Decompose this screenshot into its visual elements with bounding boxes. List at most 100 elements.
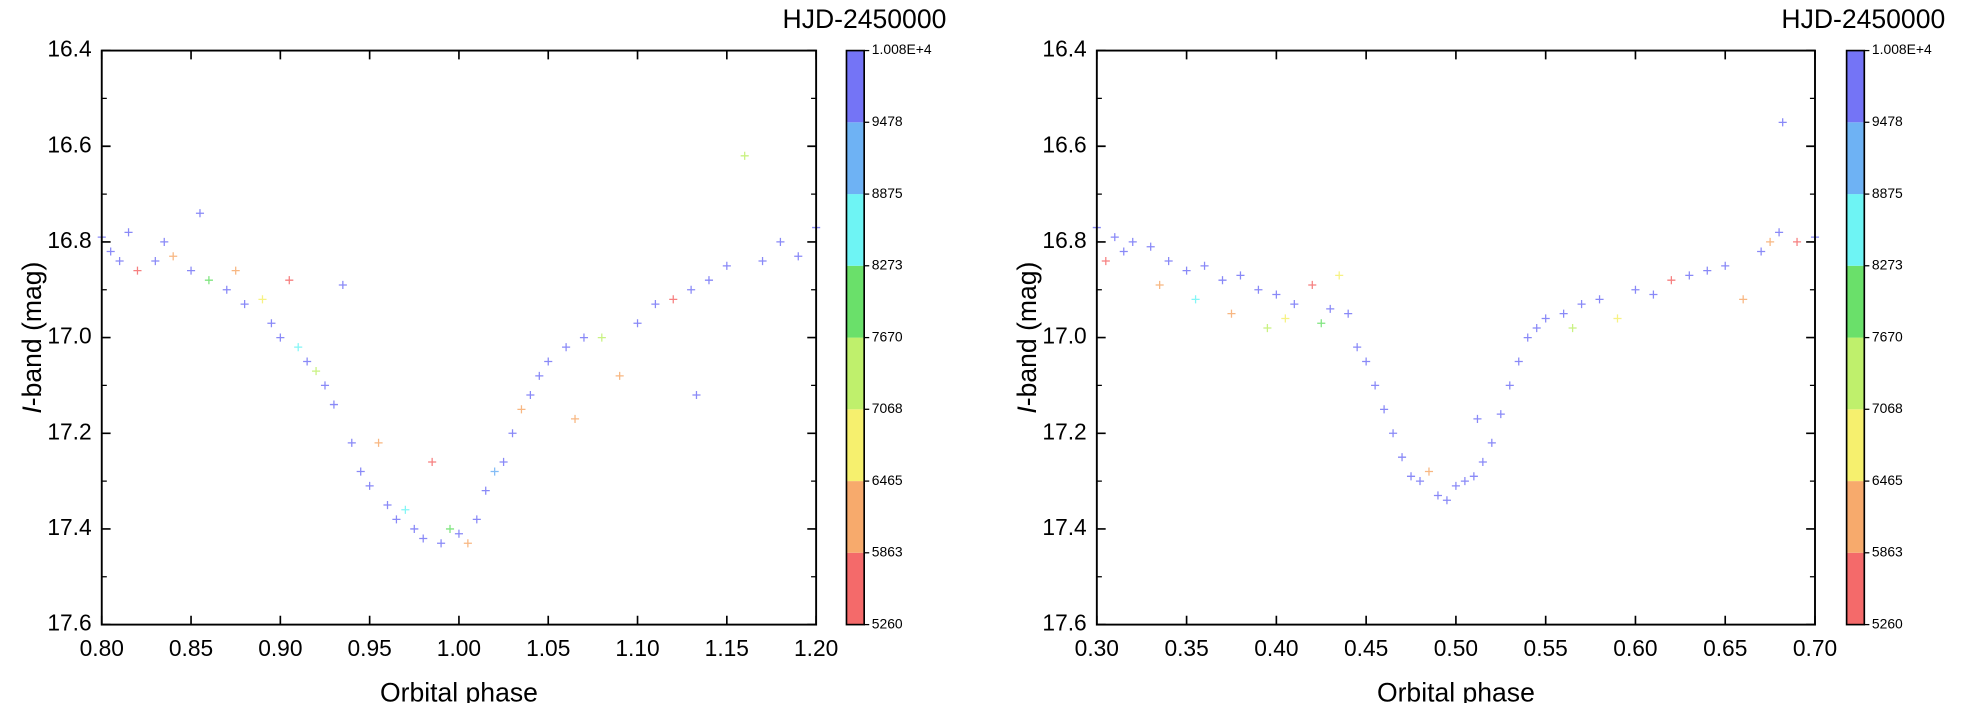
data-point — [383, 500, 392, 510]
colorbar-segment — [1846, 265, 1865, 338]
data-point — [517, 405, 526, 414]
data-point — [133, 266, 142, 275]
data-point — [267, 319, 276, 328]
colorbar-tick-label: 1.008E+4 — [872, 41, 932, 57]
colorbar-tick-label: 7670 — [1872, 328, 1903, 344]
x-axis-label: Orbital phase — [380, 678, 538, 703]
colorbar-segment — [846, 122, 865, 195]
y-tick-label: 16.8 — [1042, 227, 1086, 253]
data-point — [258, 295, 267, 304]
data-point — [1236, 271, 1245, 280]
data-point — [329, 400, 338, 409]
colorbar-tick-label: 8273 — [872, 256, 903, 272]
y-axis-label-text: -band (mag) — [17, 262, 47, 407]
data-point — [687, 285, 696, 294]
colorbar-segment — [846, 481, 865, 553]
data-point — [1541, 314, 1550, 323]
data-point — [1473, 414, 1482, 423]
data-point — [187, 266, 196, 275]
data-point — [1317, 319, 1326, 328]
data-point — [794, 252, 803, 261]
data-point — [615, 371, 624, 380]
colorbar-tick-label: 7068 — [872, 400, 903, 416]
x-tick-label: 0.90 — [258, 635, 302, 661]
data-point — [1218, 276, 1227, 285]
data-point — [597, 333, 606, 342]
data-point — [1290, 300, 1299, 309]
colorbar-segment — [1846, 50, 1865, 123]
y-tick-label: 17.2 — [47, 418, 91, 444]
data-point — [1110, 233, 1119, 242]
data-point — [1146, 242, 1155, 251]
data-point — [463, 539, 472, 548]
y-axis-label-text: -band (mag) — [1012, 262, 1042, 407]
data-point — [1792, 237, 1802, 246]
data-point — [490, 467, 499, 476]
data-point — [1362, 357, 1371, 366]
data-point — [1577, 300, 1586, 309]
data-point — [276, 333, 285, 342]
data-point — [169, 252, 178, 261]
data-point — [1424, 467, 1434, 476]
data-point — [1128, 237, 1137, 246]
colorbar-tick-label: 8875 — [872, 185, 903, 201]
data-point — [1371, 381, 1380, 390]
y-axis-label-italic: I — [17, 406, 47, 414]
data-point — [365, 481, 374, 490]
colorbar-tick-label: 8875 — [1872, 185, 1903, 201]
data-point — [1344, 309, 1353, 318]
x-tick-label: 0.35 — [1164, 635, 1208, 661]
data-point — [294, 343, 303, 352]
y-tick-label: 16.4 — [1042, 36, 1086, 62]
x-tick-label: 1.20 — [794, 635, 838, 661]
data-point — [401, 505, 410, 514]
data-point — [1559, 309, 1568, 318]
data-point — [1505, 381, 1514, 390]
chart-panel: 16.4 16.6 16.8 17.0 17.2 17.4 17.60.80 0.85 0.90… — [17, 4, 946, 703]
data-point — [1514, 357, 1523, 366]
data-point — [1326, 304, 1335, 313]
colorbar-tick-label: 8273 — [1872, 256, 1903, 272]
y-tick-label: 17.4 — [47, 514, 91, 540]
data-point — [1182, 266, 1191, 275]
colorbar-segment — [1846, 409, 1865, 482]
data-point — [392, 515, 401, 524]
data-point — [454, 529, 463, 538]
colorbar-segment — [846, 194, 865, 266]
data-point — [1272, 290, 1281, 299]
y-tick-label: 17.0 — [47, 323, 91, 349]
x-tick-label: 0.45 — [1344, 635, 1388, 661]
data-point — [1406, 472, 1416, 481]
colorbar-segment — [1846, 122, 1865, 195]
colorbar-tick-label: 7670 — [872, 328, 903, 344]
data-point — [1778, 118, 1787, 127]
data-point — [526, 390, 535, 400]
data-point — [692, 390, 701, 400]
data-point — [579, 333, 589, 342]
y-tick-label: 16.6 — [47, 131, 91, 157]
data-point — [758, 257, 767, 266]
data-point — [1775, 228, 1784, 237]
data-point — [704, 276, 714, 285]
data-point — [472, 515, 481, 524]
data-point — [1757, 247, 1766, 256]
data-point — [1191, 295, 1200, 304]
colorbar-segment — [846, 552, 865, 625]
colorbar-segment — [846, 337, 865, 410]
x-tick-label: 0.30 — [1075, 635, 1119, 661]
data-point — [1119, 247, 1128, 256]
colorbar-tick-label: 6465 — [872, 472, 903, 488]
colorbar-tick-label: 5863 — [872, 543, 903, 559]
data-point — [740, 151, 749, 160]
colorbar-title: HJD-2450000 — [1781, 4, 1945, 34]
data-point — [1442, 496, 1451, 505]
colorbar-tick-label: 6465 — [1872, 472, 1903, 488]
data-point — [1469, 472, 1478, 481]
data-point — [1451, 481, 1460, 490]
x-tick-label: 0.60 — [1613, 635, 1657, 661]
data-point — [1254, 285, 1263, 294]
data-point — [338, 280, 347, 290]
y-tick-label: 17.4 — [1042, 514, 1086, 540]
data-point — [1353, 343, 1362, 352]
y-tick-label: 17.2 — [1042, 418, 1086, 444]
